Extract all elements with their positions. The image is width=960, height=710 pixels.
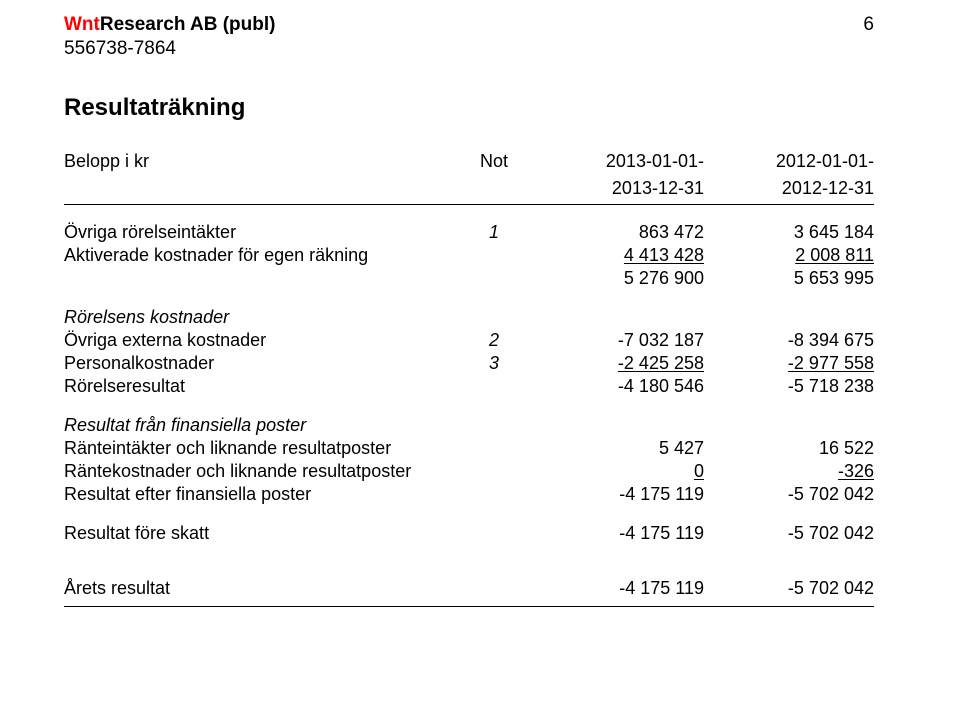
table-row: Rörelseresultat -4 180 546 -5 718 238 <box>64 375 874 398</box>
row-note: 3 <box>454 352 534 375</box>
cell-value: 0 <box>534 460 704 483</box>
row-note: 2 <box>454 329 534 352</box>
table-row: Räntekostnader och liknande resultatpost… <box>64 460 874 483</box>
row-label: Övriga externa kostnader <box>64 329 454 352</box>
company-prefix: Wnt <box>64 14 100 35</box>
table-header-row: Belopp i kr Not 2013-01-01- 2012-01-01- <box>64 146 874 173</box>
row-label: Personalkostnader <box>64 352 454 375</box>
section-label: Rörelsens kostnader <box>64 306 454 329</box>
table-row: Övriga rörelseintäkter 1 863 472 3 645 1… <box>64 221 874 244</box>
col-not: Not <box>454 146 534 173</box>
row-label: Resultat efter finansiella poster <box>64 483 454 506</box>
col-period-2012-bot: 2012-12-31 <box>704 173 874 205</box>
cell-value: -4 175 119 <box>534 483 704 506</box>
row-note: 1 <box>454 221 534 244</box>
cell-value: 3 645 184 <box>704 221 874 244</box>
row-label: Räntekostnader och liknande resultatpost… <box>64 460 454 483</box>
table-row: Aktiverade kostnader för egen räkning 4 … <box>64 244 874 267</box>
org-number: 556738-7864 <box>64 38 874 60</box>
section-header: Resultat från finansiella poster <box>64 414 874 437</box>
statement-title: Resultaträkning <box>64 94 874 122</box>
cell-value: 5 653 995 <box>704 267 874 290</box>
cell-value: -4 175 119 <box>534 571 704 607</box>
cell-value: -5 702 042 <box>704 571 874 607</box>
cell-value: -2 425 258 <box>534 352 704 375</box>
cell-value: -4 175 119 <box>534 522 704 545</box>
company-name: WntResearch AB (publ) <box>64 14 874 36</box>
cell-value: 5 427 <box>534 437 704 460</box>
page-number: 6 <box>863 14 874 36</box>
col-period-2013-bot: 2013-12-31 <box>534 173 704 205</box>
row-label: Aktiverade kostnader för egen räkning <box>64 244 454 267</box>
cell-value: 2 008 811 <box>704 244 874 267</box>
table-row: Personalkostnader 3 -2 425 258 -2 977 55… <box>64 352 874 375</box>
table-row: Resultat efter finansiella poster -4 175… <box>64 483 874 506</box>
row-label: Ränteintäkter och liknande resultatposte… <box>64 437 454 460</box>
cell-value: 863 472 <box>534 221 704 244</box>
table-row: Övriga externa kostnader 2 -7 032 187 -8… <box>64 329 874 352</box>
cell-value: -4 180 546 <box>534 375 704 398</box>
row-label: Årets resultat <box>64 571 454 607</box>
cell-value: -5 702 042 <box>704 483 874 506</box>
cell-value: -7 032 187 <box>534 329 704 352</box>
row-label: Resultat före skatt <box>64 522 454 545</box>
table-row: 5 276 900 5 653 995 <box>64 267 874 290</box>
table-row: Resultat före skatt -4 175 119 -5 702 04… <box>64 522 874 545</box>
cell-value: -5 702 042 <box>704 522 874 545</box>
section-label: Resultat från finansiella poster <box>64 414 454 437</box>
table-row: Årets resultat -4 175 119 -5 702 042 <box>64 571 874 607</box>
row-label: Rörelseresultat <box>64 375 454 398</box>
table-row: Ränteintäkter och liknande resultatposte… <box>64 437 874 460</box>
cell-value: -2 977 558 <box>704 352 874 375</box>
cell-value: -326 <box>704 460 874 483</box>
row-label: Övriga rörelseintäkter <box>64 221 454 244</box>
income-statement-table: Belopp i kr Not 2013-01-01- 2012-01-01- … <box>64 146 874 607</box>
table-header-row-2: 2013-12-31 2012-12-31 <box>64 173 874 205</box>
cell-value: 16 522 <box>704 437 874 460</box>
cell-value: -8 394 675 <box>704 329 874 352</box>
section-header: Rörelsens kostnader <box>64 306 874 329</box>
cell-value: 4 413 428 <box>534 244 704 267</box>
company-rest: Research AB (publ) <box>100 14 276 35</box>
col-period-2012-top: 2012-01-01- <box>704 146 874 173</box>
col-label: Belopp i kr <box>64 146 454 173</box>
cell-value: 5 276 900 <box>534 267 704 290</box>
cell-value: -5 718 238 <box>704 375 874 398</box>
col-period-2013-top: 2013-01-01- <box>534 146 704 173</box>
page: 6 WntResearch AB (publ) 556738-7864 Resu… <box>0 0 960 710</box>
